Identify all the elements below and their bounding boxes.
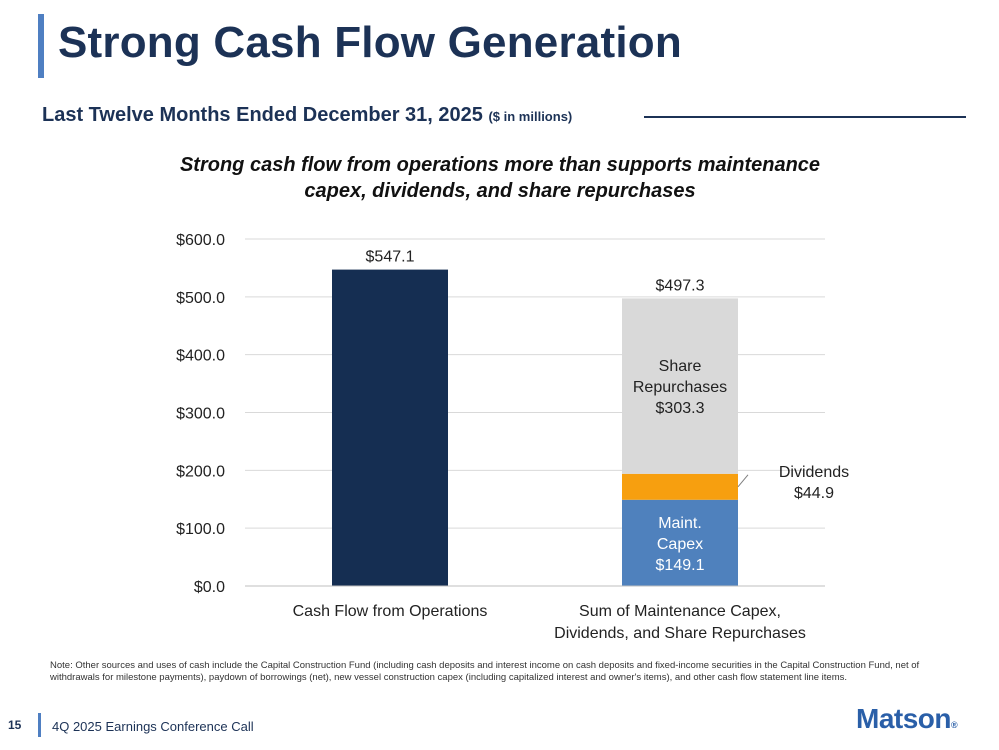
cash-flow-chart: $0.0 $100.0 $200.0 $300.0 $400.0 $500.0 $600.0… <box>176 232 849 642</box>
subtitle-text: Last Twelve Months Ended December 31, 20… <box>42 104 483 126</box>
data-label-maint-capex-1: Capex <box>657 536 703 553</box>
x-tick-label-1-1: Dividends, and Share Repurchases <box>554 625 806 642</box>
data-label-maint-capex-2: $149.1 <box>656 557 705 574</box>
y-tick-label-100: $100.0 <box>176 521 225 538</box>
y-tick-label-500: $500.0 <box>176 290 225 307</box>
x-tick-label-0-0: Cash Flow from Operations <box>293 603 488 620</box>
y-tick-label-300: $300.0 <box>176 406 225 423</box>
data-label-share-repurchases-2: $303.3 <box>656 400 705 417</box>
callout-label-dividends-1: $44.9 <box>794 485 834 502</box>
data-label-maint-capex-0: Maint. <box>658 515 702 532</box>
subtitle-rule <box>644 116 966 118</box>
y-tick-label-200: $200.0 <box>176 463 225 480</box>
headline-line-1: Strong cash flow from operations more th… <box>179 154 821 176</box>
y-tick-label-400: $400.0 <box>176 348 225 365</box>
bar-cat1-series3 <box>622 298 738 474</box>
y-tick-label-600: $600.0 <box>176 232 225 249</box>
footer-accent-bar <box>38 713 41 737</box>
matson-logo: Matson® <box>856 703 958 735</box>
bar-cat1-series1 <box>622 499 738 586</box>
data-label-share-repurchases-0: Share <box>659 358 702 375</box>
bar-cat0-series0 <box>332 269 448 586</box>
footnote: Note: Other sources and uses of cash inc… <box>50 660 920 683</box>
subtitle: Last Twelve Months Ended December 31, 20… <box>42 104 572 127</box>
total-label-1: $497.3 <box>656 277 705 294</box>
total-label-0: $547.1 <box>366 249 415 266</box>
callout-label-dividends-0: Dividends <box>779 464 849 481</box>
bar-cat1-series2 <box>622 473 738 500</box>
headline-line-2: capex, dividends, and share repurchases <box>304 180 696 202</box>
footer-text: 4Q 2025 Earnings Conference Call <box>52 719 254 734</box>
page-number: 15 <box>8 718 22 732</box>
logo-registered-mark: ® <box>951 720 958 730</box>
logo-text: Matson <box>856 703 952 734</box>
leader-line-2 <box>737 474 749 488</box>
chart-headline: Strong cash flow from operations more th… <box>120 152 880 204</box>
subtitle-units: ($ in millions) <box>488 109 573 124</box>
page-title: Strong Cash Flow Generation <box>58 18 682 67</box>
x-tick-label-1-0: Sum of Maintenance Capex, <box>579 603 781 620</box>
data-label-share-repurchases-1: Repurchases <box>633 379 727 396</box>
y-tick-label-0: $0.0 <box>194 579 225 596</box>
title-accent-bar <box>38 14 44 78</box>
